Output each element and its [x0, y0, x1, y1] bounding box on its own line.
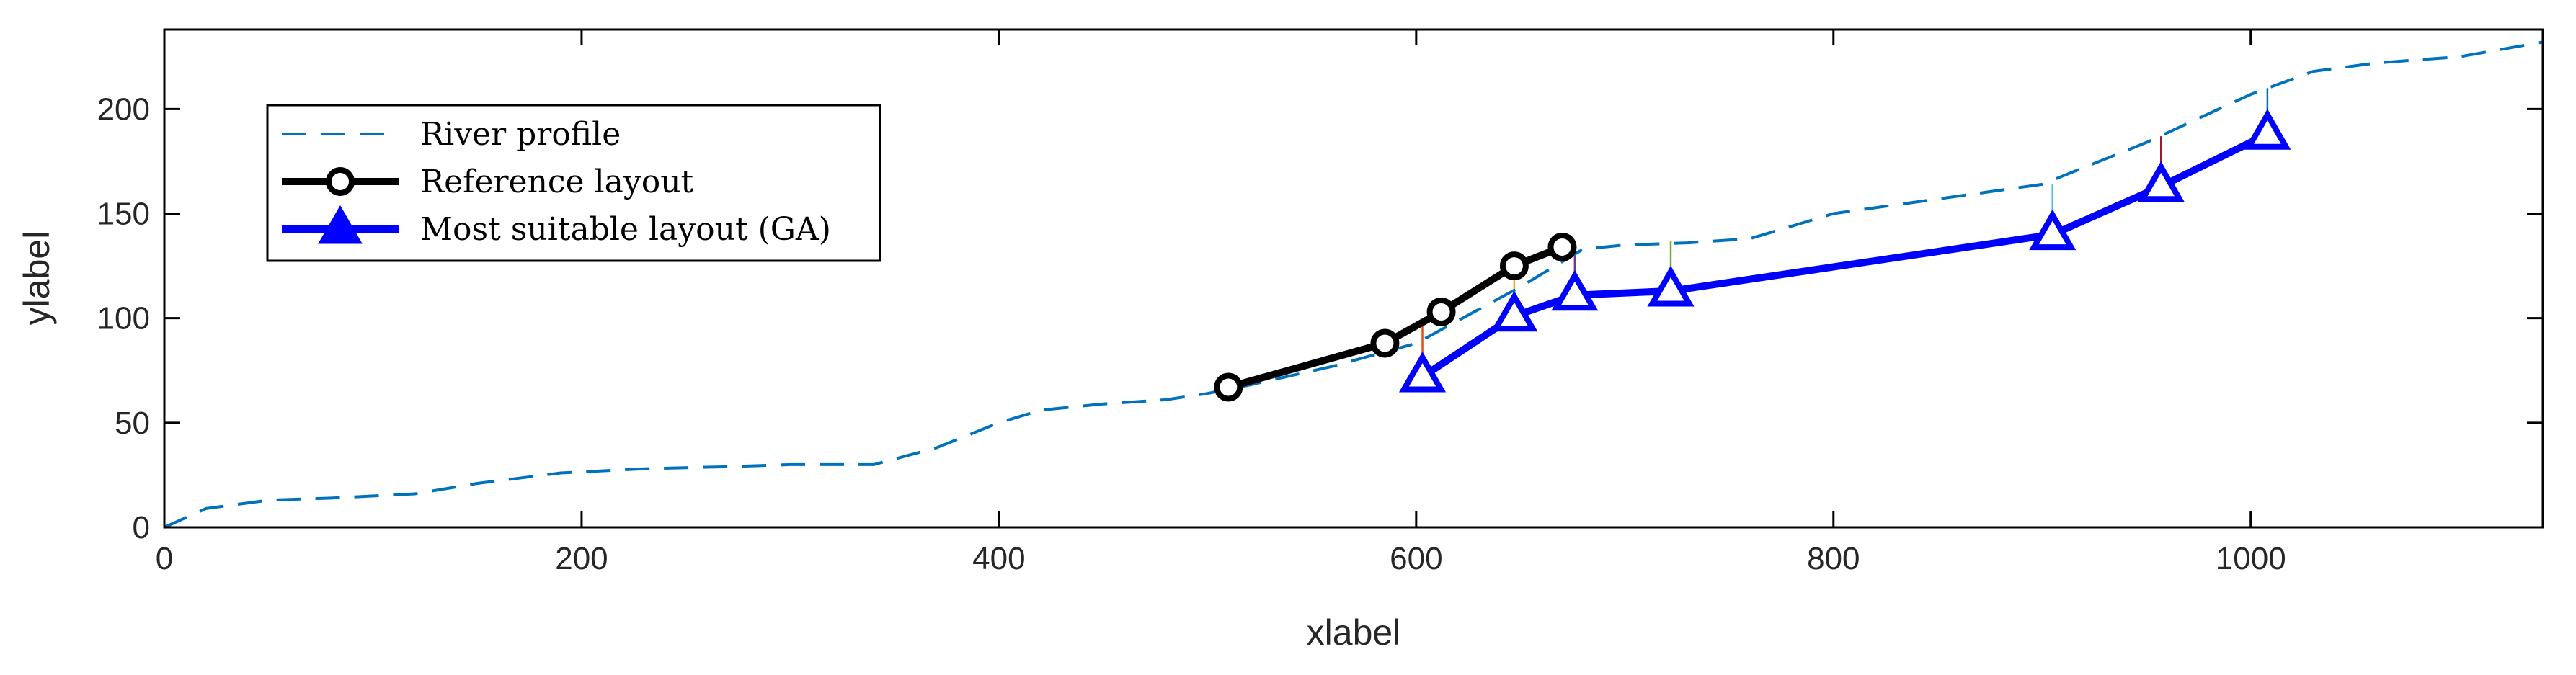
- reference-layout-point: [1499, 251, 1529, 281]
- x-tick-label: 400: [972, 541, 1025, 576]
- y-tick-label: 200: [97, 91, 150, 127]
- x-tick-label: 800: [1807, 541, 1860, 576]
- ga-layout-point: [2137, 161, 2185, 202]
- series-river-profile-line: [164, 40, 2544, 529]
- reference-layout-point: [1370, 328, 1400, 358]
- x-tick-label: 200: [555, 541, 608, 576]
- reference-layout-point: [1547, 232, 1577, 261]
- ga-layout-point: [1491, 290, 1538, 332]
- y-tick-label: 150: [97, 196, 150, 231]
- x-tick-label: 0: [156, 541, 173, 576]
- y-tick-label: 0: [133, 510, 150, 545]
- x-tick-label: 1000: [2216, 541, 2286, 576]
- legend-marker-ga-layout: [318, 205, 363, 244]
- ga-layout-point: [2244, 109, 2291, 150]
- ga-layout-point: [2029, 209, 2077, 251]
- ga-layout-point: [1398, 351, 1447, 393]
- y-axis-label: ylabel: [17, 231, 57, 326]
- y-tick-label: 50: [115, 406, 150, 441]
- plot-data-layer: [164, 40, 2544, 529]
- reference-layout-point: [1214, 372, 1243, 402]
- x-tick-label: 600: [1390, 541, 1442, 576]
- axis-ticks-layer: 0 200 400 600 800 1000 0 50 100 150 200: [97, 30, 2543, 576]
- y-tick-label: 100: [97, 301, 150, 336]
- reference-layout-point: [1426, 297, 1456, 326]
- plot-frame: [163, 28, 2544, 529]
- legend: River profile Reference layout Most suitab…: [266, 104, 881, 262]
- legend-marker-reference-layout: [326, 167, 355, 196]
- ga-layout-point: [1551, 269, 1599, 311]
- x-axis-label: xlabel: [1307, 612, 1401, 653]
- ga-layout-point: [1647, 265, 1695, 307]
- legend-label: River profile: [420, 116, 621, 153]
- legend-label: Reference layout: [420, 164, 694, 200]
- legend-label: Most suitable layout (GA): [420, 211, 831, 248]
